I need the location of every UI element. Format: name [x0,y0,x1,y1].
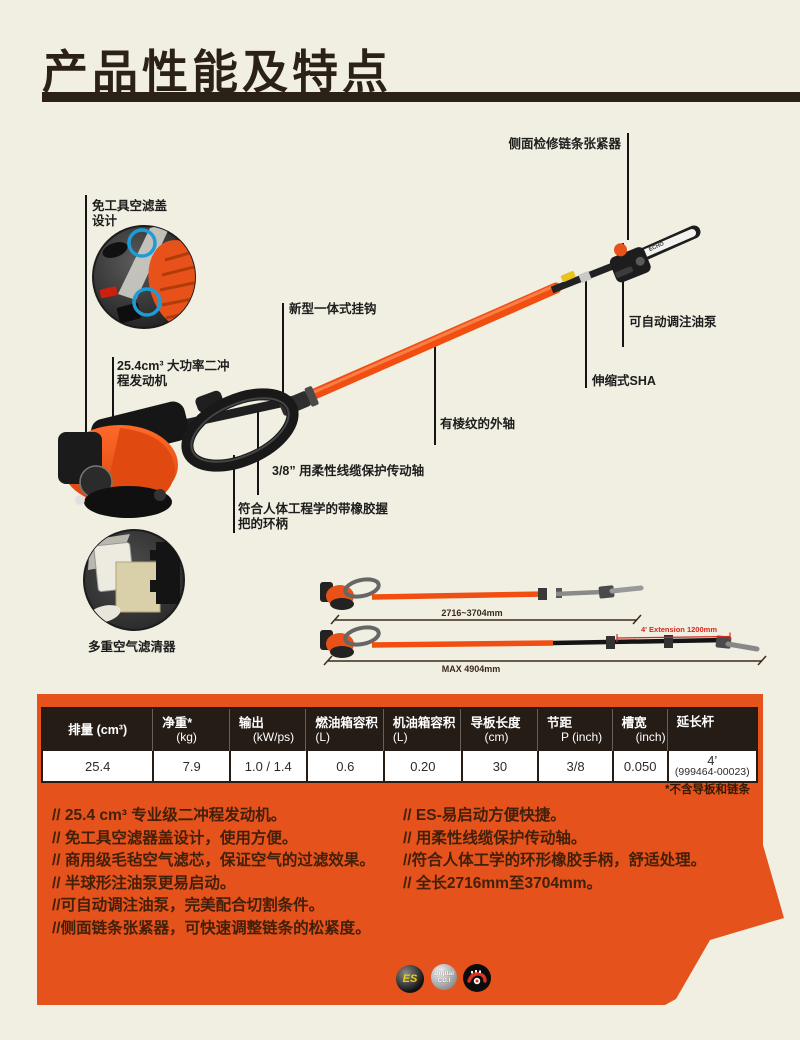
callout-tool-free-cover: 免工具空滤盖 设计 [92,199,167,229]
callout-tool-free-cover-line2: 设计 [92,214,118,228]
callout-telescopic-shaft: 伸缩式SHA [592,374,656,388]
engine-group [58,390,224,518]
warning-sticker [560,270,576,282]
inset-air-cover-photo [92,225,196,329]
spec-table: 排量 (cm³) 净重* (kg) 输出 (kW/ps) 燃油箱容积 (L) 机… [41,707,758,783]
callout-ergo-handle-line2: 把的环柄 [238,517,289,531]
col-header-pitch: 节距 P (inch) [537,709,612,751]
callout-engine-line2: 程发动机 [117,374,168,388]
extension-part-number: (999464-00023) [674,766,750,778]
callout-auto-oiler: 可自动调注油泵 [629,315,717,329]
feature-item: // 半球形注油泵更易启动。 [52,874,236,892]
table-footnote: *不含导板和链条 [665,784,750,796]
max-length-label: MAX 4904mm [442,664,501,674]
oil-cap-knob [613,243,627,257]
value-oil-tank: 0.20 [383,751,461,781]
feature-item: // 免工具空滤器盖设计，使用方便。 [52,829,298,847]
feature-item: // 25.4 cm³ 专业级二冲程发动机。 [52,807,287,824]
value-output: 1.0 / 1.4 [228,751,306,781]
title-underline [42,92,800,102]
callout-ribbed-shaft: 有棱纹的外轴 [440,417,516,431]
col-header-fuel-tank: 燃油箱容积 (L) [305,709,383,751]
col-header-output: 输出 (kW/ps) [228,709,306,751]
recoil-spring-logo [463,964,491,992]
col-header-dry-weight: 净重* (kg) [152,709,229,751]
spec-table-value-row: 25.4 7.9 1.0 / 1.4 0.6 0.20 30 3/8 0.050… [43,751,756,781]
dimension-line-max [323,655,767,666]
range-label: 2716~3704mm [441,608,502,618]
highlight-ring-top [127,228,157,258]
callout-drive-shaft: 3/8” 用柔性线缆保护传动轴 [272,464,425,478]
callout-ergo-handle: 符合人体工程学的带橡胶握 把的环柄 [238,502,388,532]
feature-item: // 商用级毛毡空气滤芯，保证空气的过滤效果。 [52,852,375,870]
callout-ergo-handle-line1: 符合人体工程学的带橡胶握 [238,502,389,516]
recoil-spring-icon [467,970,487,985]
value-dry-weight: 7.9 [152,751,229,781]
feature-item: // 用柔性线缆保护传动轴。 [403,829,587,847]
dimension-line-range [330,614,642,625]
feature-item: //侧面链条张紧器，可快速调整链条的松紧度。 [52,919,371,937]
pole-saw-drawing: ECHO [58,225,701,518]
mini-diagram-retracted: 2716~3704mm [320,577,644,625]
page-title: 产品性能及特点 [42,46,392,98]
col-header-displacement: 排量 (cm³) [68,723,128,737]
feature-item: //符合人体工学的环形橡胶手柄，舒适处理。 [403,852,707,870]
col-header-gauge: 槽宽 (inch) [611,709,667,751]
es-starter-logo: ES [396,965,424,993]
side-tensioner-knob [635,256,645,266]
callout-air-filter: 多重空气滤清器 [88,640,176,654]
highlight-ring-bottom [132,287,162,317]
value-fuel-tank: 0.6 [305,751,384,781]
product-illustration: ECHO [58,133,767,674]
saw-head-group: ECHO [609,225,701,283]
value-extension: 4’ (999464-00023) [666,751,757,781]
callout-integrated-hook: 新型一体式挂钩 [289,302,377,316]
feature-item: // ES-易启动方便快捷。 [403,807,566,824]
value-displacement: 25.4 [85,758,111,774]
extension-label: 4' Extension 1200mm [641,625,717,634]
inset-air-filter-photo [83,529,185,631]
digital-cdi-logo: Digital CD.I [431,964,457,990]
value-pitch: 3/8 [537,751,612,781]
dimension-line-extension [616,632,731,642]
feature-item: //可自动调注油泵，完美配合切割条件。 [52,897,325,915]
col-header-extension: 延长杆 [666,709,756,751]
feature-list-right: // ES-易启动方便快捷。 // 用柔性线缆保护传动轴。 //符合人体工学的环… [403,805,706,895]
loop-handle [181,388,299,472]
callout-engine: 25.4cm³ 大功率二冲 程发动机 [117,359,230,389]
col-header-bar-length: 导板长度 (cm) [460,709,537,751]
feature-list-left: // 25.4 cm³ 专业级二冲程发动机。 // 免工具空滤器盖设计，使用方便… [52,805,375,941]
value-bar-length: 30 [460,751,538,781]
value-gauge: 0.050 [611,751,667,781]
feature-item: // 全长2716mm至3704mm。 [403,874,603,892]
mini-diagram-extended: 4' Extension 1200mm MAX 4904mm [320,625,767,674]
callout-engine-line1: 25.4cm³ 大功率二冲 [117,359,230,373]
callout-side-tensioner: 侧面检修链条张紧器 [508,137,621,151]
col-header-oil-tank: 机油箱容积 (L) [382,709,461,751]
callout-tool-free-cover-line1: 免工具空滤盖 [92,199,168,213]
spec-table-header-row: 排量 (cm³) 净重* (kg) 输出 (kW/ps) 燃油箱容积 (L) 机… [43,709,756,751]
